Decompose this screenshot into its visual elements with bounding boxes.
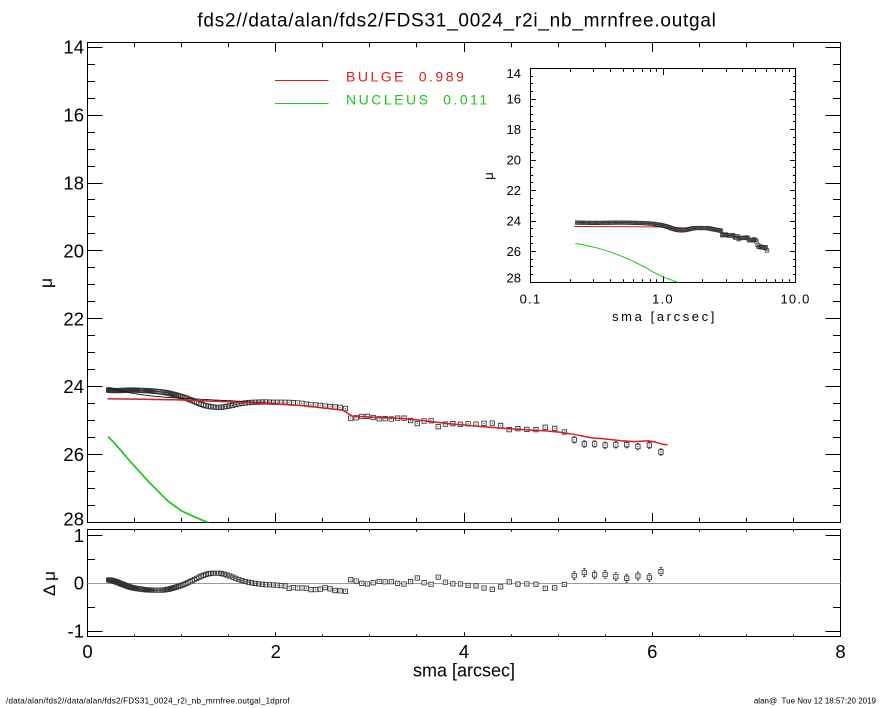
svg-text:2: 2 — [271, 641, 281, 662]
svg-text:0.1: 0.1 — [520, 292, 542, 307]
svg-text:-1: -1 — [68, 621, 84, 642]
svg-text:16: 16 — [507, 92, 521, 107]
svg-text:18: 18 — [507, 122, 521, 137]
svg-text:26: 26 — [63, 444, 84, 465]
svg-text:24: 24 — [63, 376, 84, 397]
svg-text:1: 1 — [74, 525, 84, 546]
svg-text:sma [arcsec]: sma [arcsec] — [413, 661, 515, 681]
svg-text:22: 22 — [63, 308, 84, 329]
svg-text:0: 0 — [74, 573, 84, 594]
svg-text:fds2//data/alan/fds2/FDS31_002: fds2//data/alan/fds2/FDS31_0024_r2i_nb_m… — [197, 10, 716, 31]
svg-text:14: 14 — [507, 66, 521, 81]
svg-text:alan@ Tue Nov 12 18:57:20 201: alan@ Tue Nov 12 18:57:20 2019 — [754, 697, 877, 706]
svg-text:20: 20 — [507, 153, 521, 168]
svg-text:sma [arcsec]: sma [arcsec] — [612, 309, 717, 324]
svg-text:/data/alan/fds2//data/alan/fds: /data/alan/fds2//data/alan/fds2/FDS31_00… — [6, 697, 290, 706]
svg-text:4: 4 — [459, 641, 469, 662]
svg-text:14: 14 — [63, 37, 84, 58]
svg-text:18: 18 — [63, 173, 84, 194]
svg-text:22: 22 — [507, 183, 521, 198]
svg-text:10.0: 10.0 — [780, 292, 810, 307]
svg-text:0: 0 — [82, 641, 92, 662]
svg-text:NUCLEUS 0.011: NUCLEUS 0.011 — [346, 92, 490, 108]
svg-text:16: 16 — [63, 105, 84, 126]
svg-text:μ: μ — [36, 278, 56, 288]
svg-text:8: 8 — [835, 641, 845, 662]
svg-text:BULGE 0.989: BULGE 0.989 — [346, 69, 466, 85]
svg-text:26: 26 — [507, 244, 521, 259]
svg-text:Δ μ: Δ μ — [40, 571, 59, 596]
svg-text:6: 6 — [647, 641, 657, 662]
svg-text:μ: μ — [481, 172, 496, 180]
svg-text:28: 28 — [507, 271, 521, 286]
svg-text:28: 28 — [63, 509, 84, 530]
svg-text:1.0: 1.0 — [652, 292, 674, 307]
svg-text:24: 24 — [507, 214, 521, 229]
svg-text:20: 20 — [63, 240, 84, 261]
